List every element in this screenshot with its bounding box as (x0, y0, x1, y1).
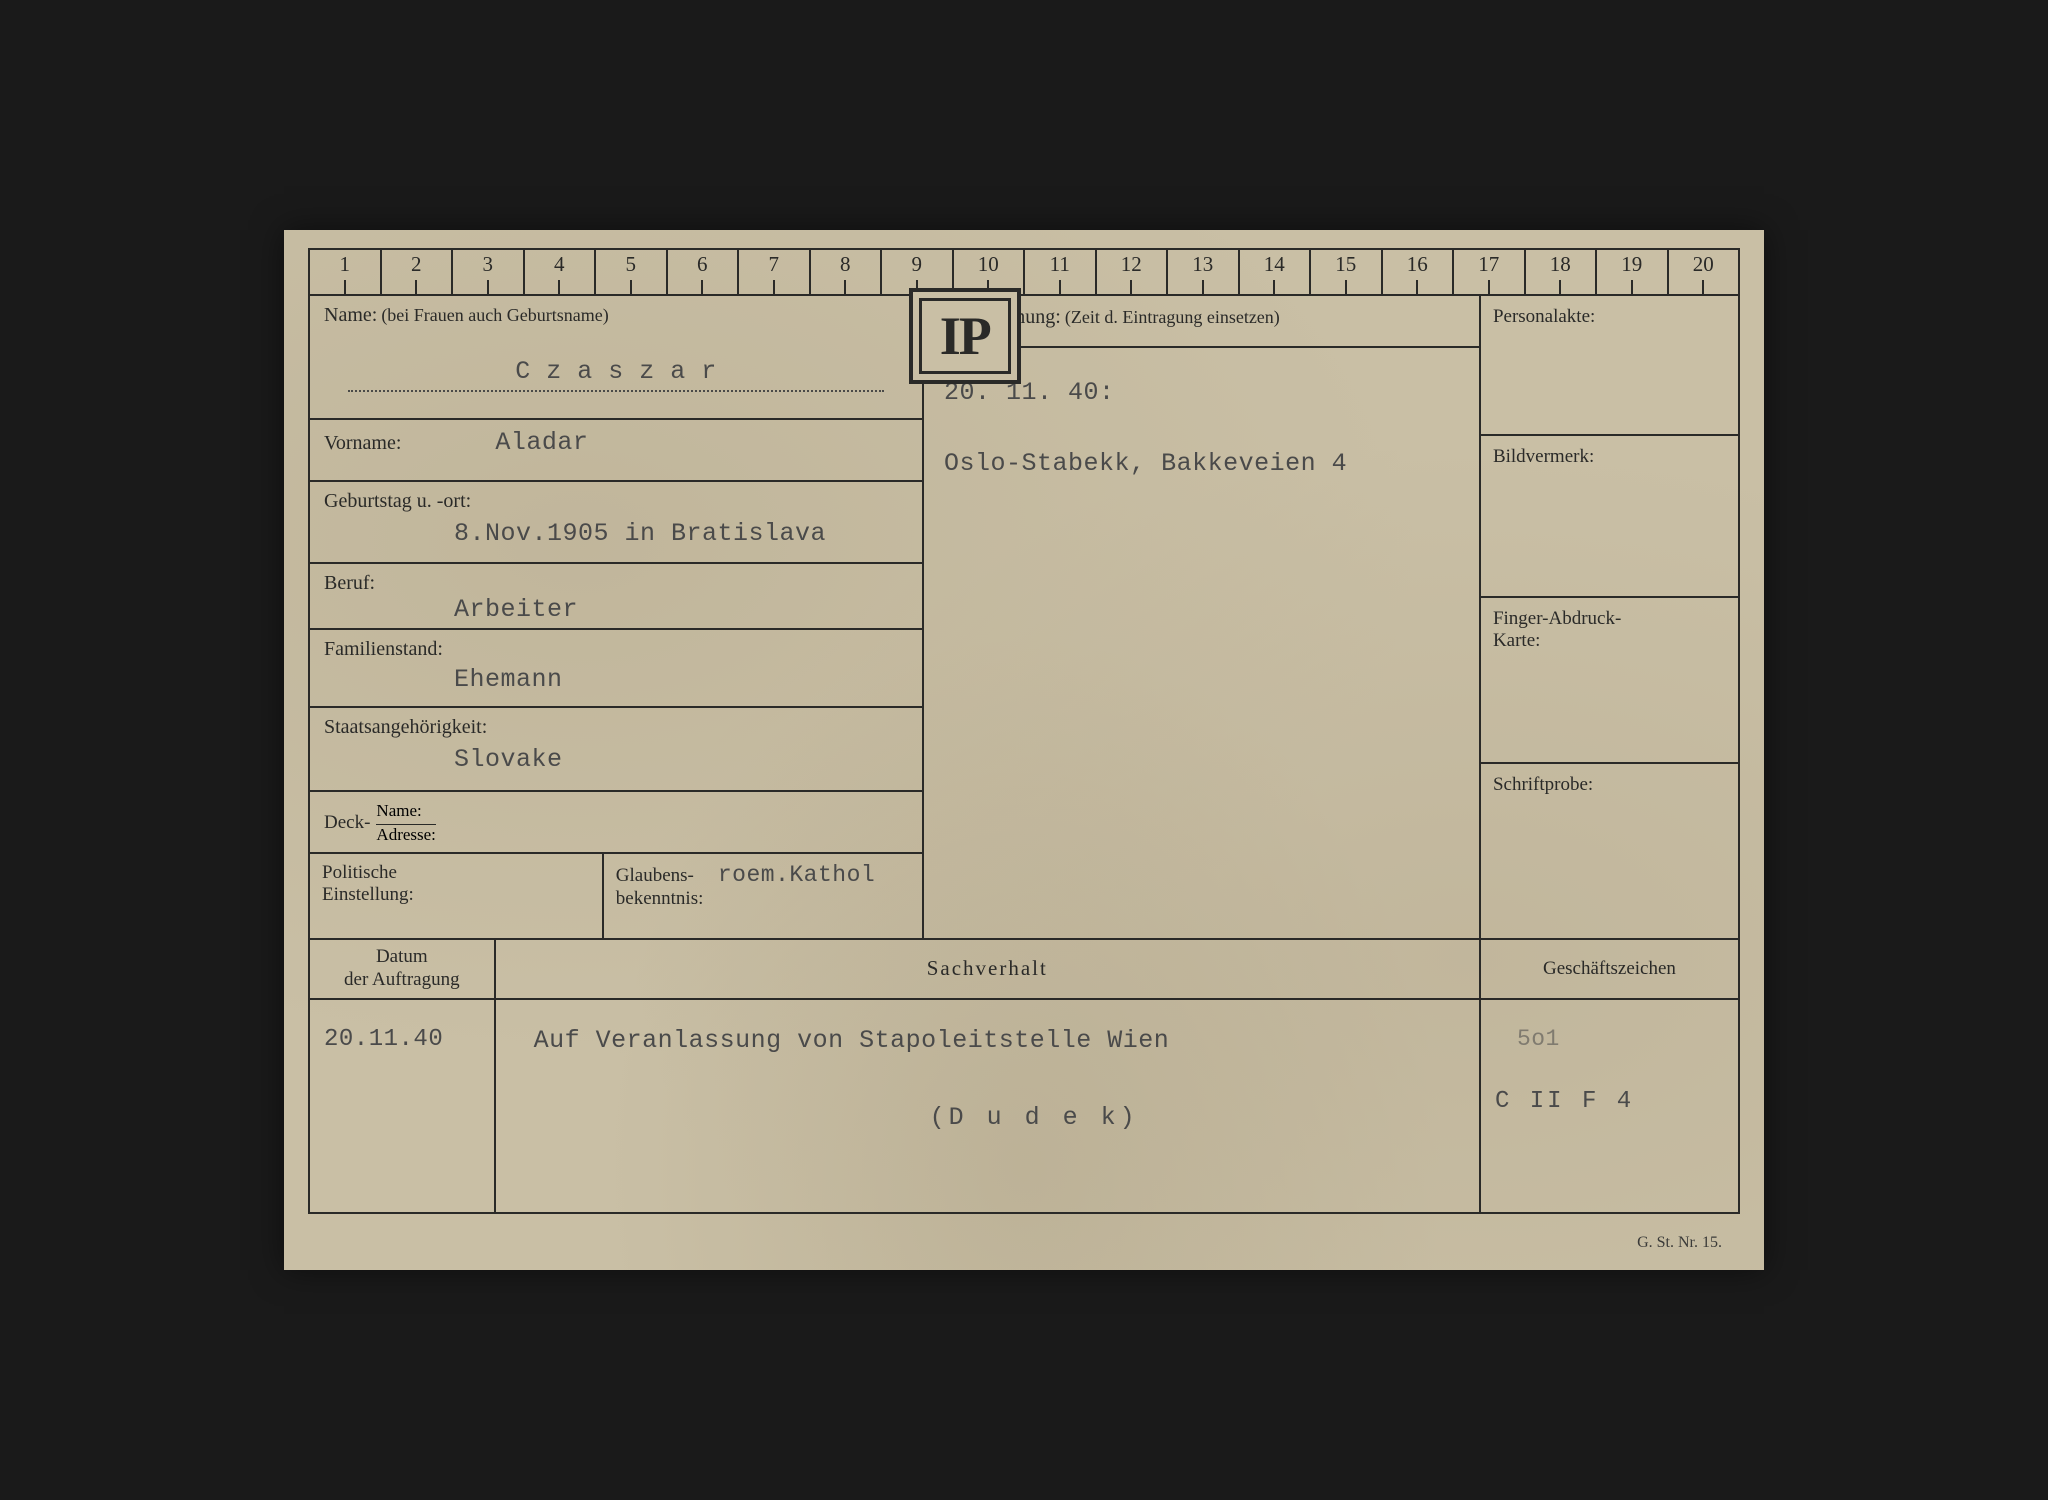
politics-label-1: Politische (322, 862, 590, 884)
faith-label-2: bekenntnis: (616, 888, 910, 910)
vorname-label: Vorname: (324, 432, 401, 454)
birth-field: Geburtstag u. -ort: 8.Nov.1905 in Bratis… (310, 482, 922, 564)
entry-ref-2: C II F 4 (1495, 1088, 1724, 1115)
schriftprobe-label: Schriftprobe: (1493, 774, 1593, 795)
entry-line-1: Auf Veranlassung von Stapoleitstelle Wie… (534, 1026, 1465, 1055)
deck-label: Deck- (324, 812, 370, 834)
ruler-tick: 15 (1309, 250, 1381, 294)
form-number: G. St. Nr. 15. (1637, 1234, 1722, 1252)
ruler-tick: 16 (1381, 250, 1453, 294)
deck-name-label: Name: (376, 801, 435, 824)
col-ref-header: Geschäftszeichen (1481, 940, 1738, 998)
name-value: C z a s z a r (515, 357, 717, 386)
col-facts-header: Sachverhalt (496, 940, 1481, 998)
residence-date: 20. 11. 40: (944, 378, 1459, 407)
bottom-split: Politische Einstellung: Glaubens- roem.K… (310, 854, 922, 938)
col-date-label-1: Datum (344, 946, 460, 969)
ruler-tick: 14 (1238, 250, 1310, 294)
ruler-tick: 5 (594, 250, 666, 294)
name-sublabel: (bei Frauen auch Geburtsname) (381, 305, 608, 325)
nationality-label: Staatsangehörigkeit: (324, 716, 908, 739)
ruler-tick: 13 (1166, 250, 1238, 294)
ruler-tick: 19 (1595, 250, 1667, 294)
entry-line-2: (D u d e k) (930, 1103, 1465, 1132)
main-grid: Name: (bei Frauen auch Geburtsname) C z … (308, 294, 1740, 940)
residence-sublabel: (Zeit d. Eintragung einsetzen) (1065, 307, 1280, 327)
ruler-tick: 12 (1095, 250, 1167, 294)
vorname-value: Aladar (495, 428, 588, 457)
ruler-tick: 1 (308, 250, 380, 294)
faith-field: Glaubens- roem.Kathol bekenntnis: (604, 854, 922, 938)
ruler-tick: 20 (1667, 250, 1741, 294)
deck-field: Deck- Name: Adresse: (310, 792, 922, 854)
residence-address: Oslo-Stabekk, Bakkeveien 4 (944, 449, 1459, 478)
politics-field: Politische Einstellung: (310, 854, 604, 938)
ruler-tick: 11 (1023, 250, 1095, 294)
politics-label-2: Einstellung: (322, 884, 590, 906)
middle-column: Wohnung: (Zeit d. Eintragung einsetzen) … (924, 296, 1481, 938)
ip-badge: IP (909, 288, 1021, 384)
record-card: 1 2 3 4 5 6 7 8 9 10 11 12 13 14 15 16 1… (284, 230, 1764, 1270)
ruler-tick: 8 (809, 250, 881, 294)
ruler-tick: 6 (666, 250, 738, 294)
beruf-field: Beruf: Arbeiter (310, 564, 922, 630)
entry-ref-1: 5o1 (1517, 1026, 1724, 1052)
beruf-label: Beruf: (324, 572, 908, 595)
ruler-tick: 3 (451, 250, 523, 294)
fingerprint-label-2: Karte: (1493, 630, 1726, 652)
faith-value: roem.Kathol (718, 862, 875, 888)
deck-addr-label: Adresse: (376, 825, 435, 845)
col-date-header: Datum der Auftragung (310, 940, 496, 998)
residence-body: 20. 11. 40: Oslo-Stabekk, Bakkeveien 4 (924, 348, 1479, 938)
fingerprint-field: Finger-Abdruck- Karte: (1481, 598, 1738, 764)
birth-value: 8.Nov.1905 in Bratislava (454, 519, 908, 548)
personalakte-label: Personalakte: (1493, 306, 1595, 327)
ip-label: IP (919, 298, 1011, 374)
table-body: 20.11.40 Auf Veranlassung von Stapoleits… (310, 1000, 1738, 1212)
name-field: Name: (bei Frauen auch Geburtsname) C z … (310, 296, 922, 420)
beruf-value: Arbeiter (454, 595, 908, 624)
name-label: Name: (324, 304, 377, 326)
ruler-tick: 18 (1524, 250, 1596, 294)
ruler-tick: 2 (380, 250, 452, 294)
entry-facts-cell: Auf Veranlassung von Stapoleitstelle Wie… (496, 1000, 1481, 1212)
nationality-value: Slovake (454, 745, 908, 774)
vorname-field: Vorname: Aladar (310, 420, 922, 482)
entry-date: 20.11.40 (324, 1026, 443, 1053)
entry-date-cell: 20.11.40 (310, 1000, 496, 1212)
bildvermerk-label: Bildvermerk: (1493, 446, 1594, 467)
faith-label-1: Glaubens- (616, 865, 694, 886)
facts-table: Datum der Auftragung Sachverhalt Geschäf… (308, 940, 1740, 1214)
ruler-tick: 7 (737, 250, 809, 294)
col-date-label-2: der Auftragung (344, 969, 460, 992)
right-column: Personalakte: Bildvermerk: Finger-Abdruc… (1481, 296, 1738, 938)
family-label: Familienstand: (324, 638, 908, 661)
nationality-field: Staatsangehörigkeit: Slovake (310, 708, 922, 792)
ruler: 1 2 3 4 5 6 7 8 9 10 11 12 13 14 15 16 1… (308, 248, 1740, 294)
entry-ref-cell: 5o1 C II F 4 (1481, 1000, 1738, 1212)
ruler-tick: 4 (523, 250, 595, 294)
table-header: Datum der Auftragung Sachverhalt Geschäf… (310, 940, 1738, 1000)
family-field: Familienstand: Ehemann (310, 630, 922, 708)
ruler-tick: 17 (1452, 250, 1524, 294)
fingerprint-label-1: Finger-Abdruck- (1493, 608, 1726, 630)
bildvermerk-field: Bildvermerk: (1481, 436, 1738, 598)
left-column: Name: (bei Frauen auch Geburtsname) C z … (310, 296, 924, 938)
birth-label: Geburtstag u. -ort: (324, 490, 908, 513)
schriftprobe-field: Schriftprobe: (1481, 764, 1738, 938)
family-value: Ehemann (454, 665, 908, 694)
personalakte-field: Personalakte: (1481, 296, 1738, 436)
